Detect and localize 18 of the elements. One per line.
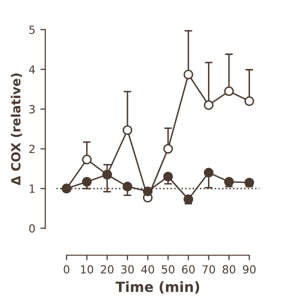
- x-tick-label: 20: [100, 265, 114, 274]
- x-tick-label: 60: [182, 265, 195, 274]
- x-tick-label: 30: [121, 265, 134, 274]
- x-tick-label: 10: [81, 265, 94, 274]
- x-tick-label: 0: [64, 265, 70, 274]
- y-tick-label: 3: [29, 105, 35, 114]
- y-tick-label: 2: [29, 144, 34, 154]
- x-axis-title: Time (min): [116, 281, 200, 294]
- x-tick-label: 70: [202, 265, 216, 274]
- x-tick-label: 50: [162, 265, 174, 274]
- x-tick-label: 90: [242, 265, 256, 274]
- y-tick-label: 4: [29, 65, 35, 74]
- y-tick-label: 5: [29, 26, 35, 34]
- x-tick-label: 80: [222, 265, 236, 274]
- y-tick-label: 0: [29, 224, 35, 233]
- y-tick-label: 1: [30, 184, 35, 193]
- x-tick-label: 40: [141, 265, 154, 274]
- y-axis-title: Δ COX (relative): [10, 73, 22, 186]
